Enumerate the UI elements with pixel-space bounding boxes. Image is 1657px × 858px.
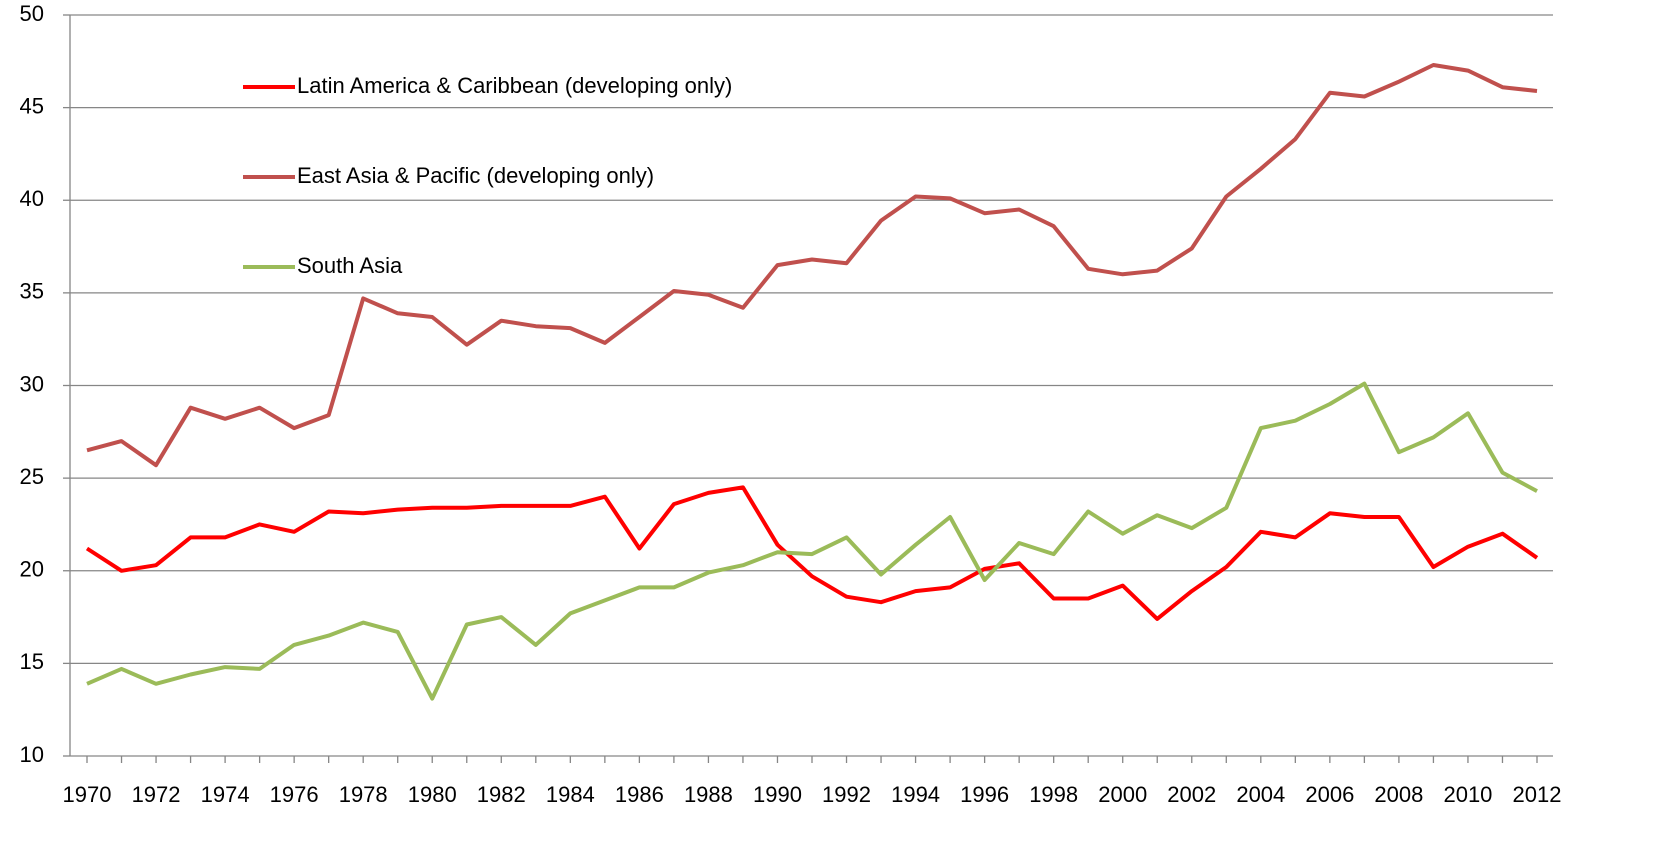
- x-tick-label: 1994: [891, 782, 940, 807]
- series-line: [86, 381, 1538, 701]
- y-tick-label: 10: [20, 742, 44, 767]
- y-tick-label: 15: [20, 649, 44, 674]
- x-tick-label: 2000: [1098, 782, 1147, 807]
- x-tick-label: 2004: [1236, 782, 1285, 807]
- x-tick-label: 1998: [1029, 782, 1078, 807]
- y-tick-label: 25: [20, 464, 44, 489]
- x-tick-label: 2010: [1443, 782, 1492, 807]
- x-tick-label: 1988: [684, 782, 733, 807]
- y-tick-label: 40: [20, 186, 44, 211]
- x-tick-label: 2002: [1167, 782, 1216, 807]
- legend-label: East Asia & Pacific (developing only): [297, 163, 654, 188]
- x-tick-label: 1986: [615, 782, 664, 807]
- x-tick-label: 1976: [270, 782, 319, 807]
- x-tick-label: 1980: [408, 782, 457, 807]
- x-tick-label: 1972: [132, 782, 181, 807]
- x-tick-label: 2008: [1374, 782, 1423, 807]
- y-tick-label: 45: [20, 93, 44, 118]
- x-tick-label: 1982: [477, 782, 526, 807]
- series-line: [85, 485, 1539, 621]
- x-tick-label: 1996: [960, 782, 1009, 807]
- y-tick-label: 20: [20, 557, 44, 582]
- x-tick-label: 1990: [753, 782, 802, 807]
- x-tick-label: 1992: [822, 782, 871, 807]
- legend-label: Latin America & Caribbean (developing on…: [297, 73, 732, 98]
- x-tick-label: 1978: [339, 782, 388, 807]
- x-tick-label: 1984: [546, 782, 595, 807]
- x-tick-label: 1970: [63, 782, 112, 807]
- y-tick-label: 30: [20, 371, 44, 396]
- y-tick-label: 35: [20, 279, 44, 304]
- x-tick-label: 1974: [201, 782, 250, 807]
- series-line: [86, 63, 1538, 468]
- x-tick-label: 2006: [1305, 782, 1354, 807]
- x-tick-label: 2012: [1513, 782, 1562, 807]
- legend-label: South Asia: [297, 253, 403, 278]
- y-tick-label: 50: [20, 1, 44, 26]
